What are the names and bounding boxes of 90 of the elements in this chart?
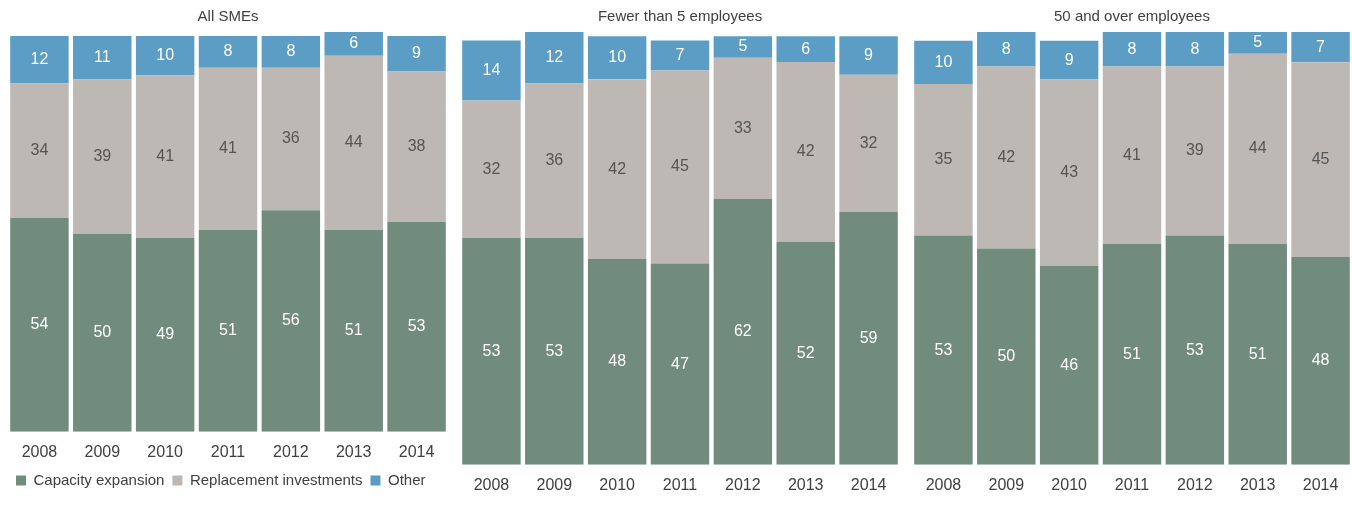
data-label: 56: [281, 311, 300, 329]
data-label: 9: [412, 44, 422, 62]
data-label: 50: [997, 347, 1016, 365]
data-label: 7: [1316, 37, 1326, 55]
data-label: 51: [1248, 344, 1267, 362]
data-label: 33: [733, 118, 752, 136]
data-label: 32: [482, 159, 501, 177]
x-tick-label: 2014: [850, 475, 887, 493]
data-label: 39: [93, 147, 112, 165]
data-label: 38: [407, 137, 426, 155]
data-label: 46: [1060, 355, 1079, 373]
chart-title: 50 and over employees: [1054, 7, 1210, 25]
data-label: 32: [859, 133, 878, 151]
data-label: 44: [344, 133, 363, 151]
legend-label: Replacement investments: [189, 470, 363, 488]
data-label: 41: [156, 147, 175, 165]
x-tick-label: 2008: [925, 475, 962, 493]
data-label: 48: [608, 352, 627, 370]
data-label: 41: [219, 139, 237, 157]
data-label: 39: [1185, 141, 1204, 159]
data-label: 45: [1311, 150, 1330, 168]
data-label: 53: [545, 341, 564, 359]
data-label: 8: [1190, 39, 1200, 57]
x-tick-label: 2012: [273, 442, 309, 460]
data-label: 36: [281, 129, 300, 147]
data-label: 53: [407, 317, 426, 335]
data-label: 51: [219, 321, 237, 339]
x-tick-label: 2009: [536, 475, 573, 493]
data-label: 14: [482, 60, 501, 78]
data-label: 34: [30, 141, 49, 159]
data-label: 53: [482, 341, 501, 359]
data-label: 5: [738, 37, 748, 55]
data-label: 6: [349, 34, 359, 52]
data-label: 52: [796, 343, 815, 361]
legend-label: Other: [387, 470, 426, 488]
x-tick-label: 2010: [1051, 475, 1088, 493]
data-label: 8: [1127, 39, 1137, 57]
data-label: 45: [671, 157, 689, 175]
data-label: 11: [93, 48, 111, 66]
x-tick-label: 2013: [787, 475, 824, 493]
data-label: 51: [1123, 344, 1141, 362]
data-label: 35: [934, 150, 953, 168]
data-label: 9: [864, 45, 874, 63]
x-tick-label: 2012: [725, 475, 761, 493]
x-tick-label: 2012: [1177, 475, 1213, 493]
data-label: 10: [608, 48, 627, 66]
x-tick-label: 2009: [988, 475, 1025, 493]
data-label: 12: [30, 50, 49, 68]
data-label: 10: [156, 46, 175, 64]
x-tick-label: 2013: [1239, 475, 1276, 493]
data-label: 10: [934, 52, 953, 70]
data-label: 53: [1185, 340, 1204, 358]
x-tick-label: 2011: [1114, 475, 1150, 493]
data-label: 8: [286, 42, 296, 60]
x-tick-label: 2011: [210, 442, 246, 460]
data-label: 9: [1064, 50, 1074, 68]
data-label: 42: [796, 142, 815, 160]
data-label: 8: [1001, 39, 1011, 57]
x-tick-label: 2011: [662, 475, 698, 493]
data-label: 49: [156, 325, 175, 343]
data-label: 41: [1123, 145, 1141, 163]
x-tick-label: 2010: [147, 442, 184, 460]
data-label: 6: [801, 39, 811, 57]
data-label: 8: [223, 42, 233, 60]
x-tick-label: 2009: [84, 442, 121, 460]
data-label: 5: [1253, 33, 1263, 51]
data-label: 44: [1248, 139, 1267, 157]
x-tick-label: 2008: [473, 475, 510, 493]
x-tick-label: 2014: [1302, 475, 1339, 493]
data-label: 59: [859, 328, 878, 346]
data-label: 42: [608, 159, 627, 177]
data-label: 62: [733, 322, 752, 340]
chart-title: Fewer than 5 employees: [597, 7, 763, 25]
chart-title: All SMEs: [197, 7, 259, 25]
data-label: 48: [1311, 351, 1330, 369]
data-label: 42: [997, 147, 1016, 165]
x-tick-label: 2013: [335, 442, 372, 460]
data-label: 50: [93, 323, 112, 341]
data-label: 53: [934, 340, 953, 358]
data-label: 51: [344, 321, 363, 339]
data-label: 12: [545, 48, 564, 66]
data-label: 47: [671, 354, 689, 372]
data-label: 7: [675, 45, 685, 63]
legend-label: Capacity expansion: [33, 470, 165, 488]
data-label: 43: [1060, 163, 1079, 181]
x-tick-label: 2010: [599, 475, 636, 493]
x-tick-label: 2014: [398, 442, 435, 460]
data-label: 54: [30, 315, 49, 333]
x-tick-label: 2008: [21, 442, 58, 460]
data-label: 36: [545, 150, 564, 168]
